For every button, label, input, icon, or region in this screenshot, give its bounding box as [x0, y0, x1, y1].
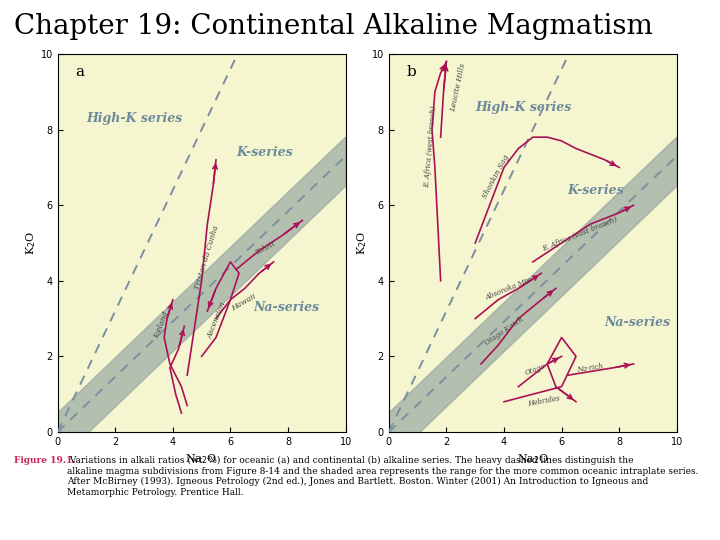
Text: Ascension: Ascension	[206, 300, 228, 340]
Text: Na-series: Na-series	[605, 316, 671, 329]
Text: Figure 19.1.: Figure 19.1.	[14, 456, 76, 465]
Y-axis label: K$_2$O: K$_2$O	[24, 231, 37, 255]
Text: Tahiti: Tahiti	[253, 239, 276, 256]
Text: Variations in alkali ratios (wt. %) for oceanic (a) and continental (b) alkaline: Variations in alkali ratios (wt. %) for …	[67, 456, 698, 497]
Y-axis label: K$_2$O: K$_2$O	[355, 231, 369, 255]
Text: Absoroka Mts: Absoroka Mts	[484, 276, 533, 302]
X-axis label: Na$_2$O: Na$_2$O	[517, 453, 549, 466]
Text: Otago: Otago	[524, 362, 547, 377]
Text: K-series: K-series	[567, 184, 624, 197]
Text: Na-series: Na-series	[253, 301, 320, 314]
Text: K-series: K-series	[236, 146, 293, 159]
Text: b: b	[406, 65, 416, 79]
Text: Na-rich: Na-rich	[576, 362, 603, 374]
Text: E. Africa (east branch): E. Africa (east branch)	[541, 215, 619, 253]
Text: Hebrides: Hebrides	[527, 394, 561, 408]
Text: Chapter 19: Continental Alkaline Magmatism: Chapter 19: Continental Alkaline Magmati…	[14, 14, 653, 40]
Text: Hawaii: Hawaii	[230, 293, 258, 313]
Polygon shape	[389, 137, 677, 462]
X-axis label: Na$_2$O: Na$_2$O	[186, 453, 217, 466]
Text: Tristan da Cunha: Tristan da Cunha	[193, 224, 220, 291]
Text: High-K series: High-K series	[475, 100, 572, 114]
Text: E. Africa (west branch): E. Africa (west branch)	[423, 106, 438, 188]
Text: Otago K-rich: Otago K-rich	[484, 315, 526, 347]
Text: Iceland: Iceland	[153, 310, 171, 340]
Polygon shape	[58, 137, 346, 462]
Text: Leucite Hills: Leucite Hills	[449, 63, 467, 113]
Text: Shonkin Sag: Shonkin Sag	[481, 153, 511, 200]
Text: High-K series: High-K series	[86, 112, 183, 125]
Text: a: a	[75, 65, 84, 79]
